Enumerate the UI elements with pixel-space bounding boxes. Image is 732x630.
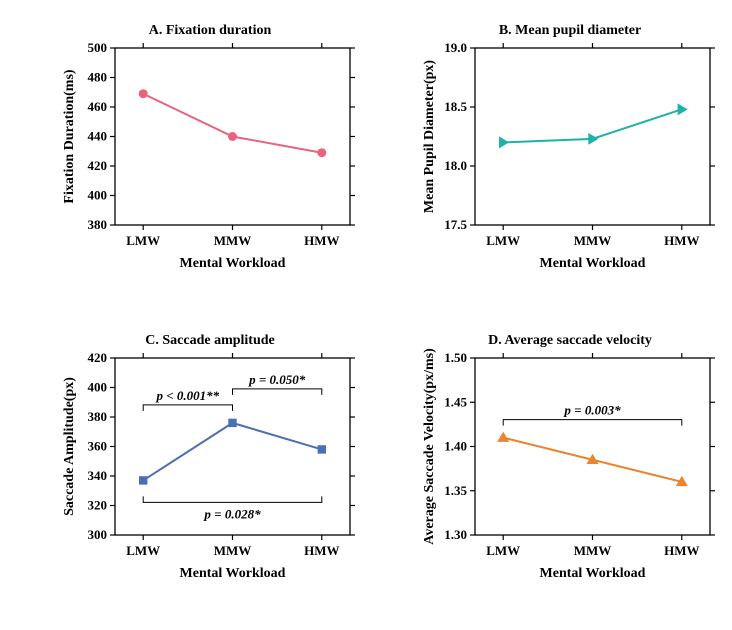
ytick-label: 500 xyxy=(88,40,108,55)
series-line xyxy=(143,94,322,153)
xtick-label: HMW xyxy=(664,543,699,558)
series-line xyxy=(143,423,322,481)
ytick-label: 380 xyxy=(88,217,108,232)
ylabel: Saccade Amplitude(px) xyxy=(62,377,77,516)
ytick-label: 17.5 xyxy=(444,217,467,232)
marker xyxy=(678,103,688,115)
xlabel: Mental Workload xyxy=(540,566,646,581)
ytick-label: 300 xyxy=(88,527,108,542)
ytick-label: 360 xyxy=(88,439,108,454)
marker xyxy=(139,89,148,98)
ytick-label: 440 xyxy=(88,129,108,144)
ytick-label: 460 xyxy=(88,99,108,114)
ytick-label: 1.50 xyxy=(444,350,467,365)
sig-bracket xyxy=(503,420,682,426)
ytick-label: 480 xyxy=(88,70,108,85)
ylabel: Mean Pupil Diameter(px) xyxy=(422,60,437,214)
sig-label: p < 0.001** xyxy=(156,388,220,403)
xtick-label: LMW xyxy=(126,233,160,248)
xtick-label: LMW xyxy=(486,543,520,558)
sig-label: p = 0.050* xyxy=(248,372,306,387)
ytick-label: 19.0 xyxy=(444,40,467,55)
xtick-label: MMW xyxy=(214,233,252,248)
figure: A. Fixation duration 380 400 420 440 460 480 50… xyxy=(0,0,732,630)
xtick-label: LMW xyxy=(126,543,160,558)
panel-title: A. Fixation duration xyxy=(149,23,272,38)
panel-title: C. Saccade amplitude xyxy=(145,333,275,348)
axes-box xyxy=(475,358,710,535)
marker xyxy=(588,133,598,145)
sig-bracket xyxy=(233,389,322,395)
marker xyxy=(497,432,509,442)
ytick-label: 380 xyxy=(88,409,108,424)
ytick-label: 400 xyxy=(88,188,108,203)
panel-B: B. Mean pupil diameter 17.5 18.0 18.5 19.0 LM… xyxy=(422,23,715,271)
ytick-label: 1.35 xyxy=(444,483,467,498)
panel-title: B. Mean pupil diameter xyxy=(499,23,641,38)
marker xyxy=(317,148,326,157)
xtick-label: HMW xyxy=(304,543,339,558)
marker xyxy=(228,132,237,141)
xtick-label: MMW xyxy=(574,543,612,558)
sig-bracket xyxy=(143,405,232,411)
xtick-label: MMW xyxy=(574,233,612,248)
ytick-label: 340 xyxy=(88,468,108,483)
ytick-label: 18.5 xyxy=(444,99,467,114)
ytick-label: 320 xyxy=(88,498,108,513)
xlabel: Mental Workload xyxy=(180,566,286,581)
panel-D: D. Average saccade velocity 1.30 1.35 1.40 1… xyxy=(422,333,715,581)
ylabel: Fixation Duration(ms) xyxy=(62,69,77,204)
ytick-label: 400 xyxy=(88,380,108,395)
xtick-label: HMW xyxy=(304,233,339,248)
marker xyxy=(228,419,236,427)
sig-bracket xyxy=(143,496,322,502)
ytick-label: 420 xyxy=(88,350,108,365)
marker xyxy=(318,445,326,453)
sig-label: p = 0.003* xyxy=(563,403,621,418)
xtick-label: HMW xyxy=(664,233,699,248)
panel-title: D. Average saccade velocity xyxy=(488,333,652,348)
xtick-label: LMW xyxy=(486,233,520,248)
panel-A: A. Fixation duration 380 400 420 440 460 480 50… xyxy=(62,23,355,271)
ylabel: Average Saccade Velocity(px/ms) xyxy=(422,348,437,545)
ytick-label: 420 xyxy=(88,158,108,173)
xlabel: Mental Workload xyxy=(180,256,286,271)
ytick-label: 1.45 xyxy=(444,394,467,409)
sig-label: p = 0.028* xyxy=(203,506,261,521)
xtick-label: MMW xyxy=(214,543,252,558)
panel-C: C. Saccade amplitude 300 320 340 360 380 400 42… xyxy=(62,333,355,581)
marker xyxy=(139,476,147,484)
xlabel: Mental Workload xyxy=(540,256,646,271)
ytick-label: 1.40 xyxy=(444,439,467,454)
ytick-label: 18.0 xyxy=(444,158,467,173)
marker xyxy=(499,136,509,148)
ytick-label: 1.30 xyxy=(444,527,467,542)
